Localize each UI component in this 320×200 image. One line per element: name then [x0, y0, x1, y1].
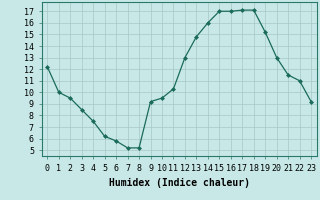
X-axis label: Humidex (Indice chaleur): Humidex (Indice chaleur): [109, 178, 250, 188]
